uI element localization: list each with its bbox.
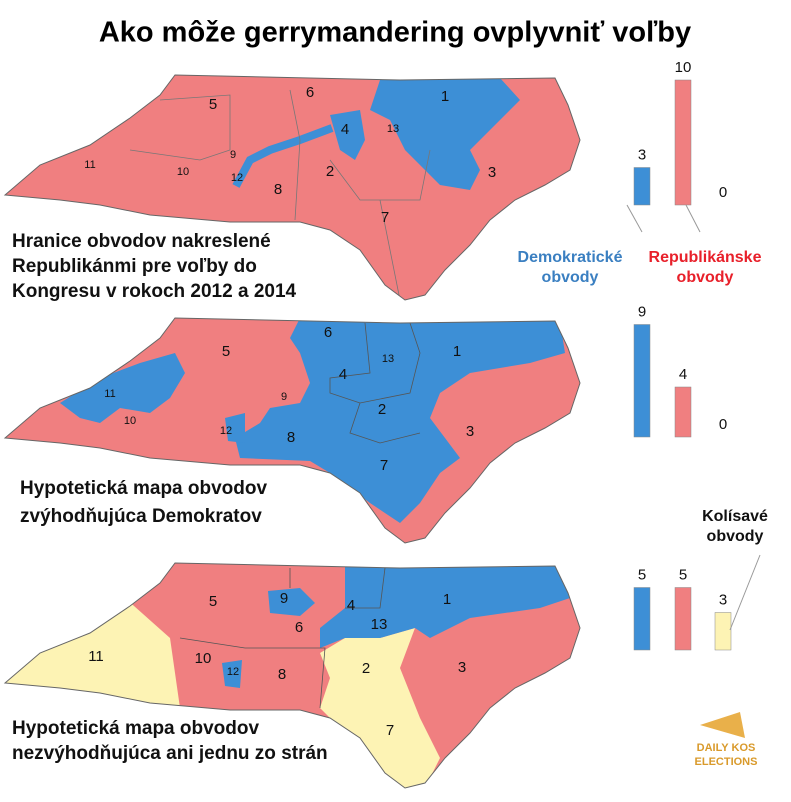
value-label: 3	[719, 591, 727, 608]
map-caption: Kongresu v rokoch 2012 a 2014	[12, 281, 297, 302]
district-label: 13	[387, 123, 399, 135]
district-label: 6	[324, 324, 332, 341]
district-label: 1	[443, 591, 451, 608]
value-label: 5	[679, 566, 687, 583]
district-label: 7	[386, 722, 394, 739]
value-label: 9	[638, 303, 646, 320]
value-label: 0	[719, 416, 727, 433]
value-label: 4	[679, 366, 687, 383]
district-label: 4	[341, 121, 349, 138]
category-label: obvody	[542, 269, 599, 286]
district-label: 5	[209, 96, 217, 113]
bar-chart: 3 Demokratické obvody 10 Republikánske obvody…	[518, 59, 762, 286]
district-label: 9	[281, 391, 287, 403]
bar	[633, 167, 651, 206]
district-label: 4	[339, 366, 347, 383]
district-label: 2	[326, 163, 334, 180]
district-label: 12	[220, 425, 232, 437]
district-label: 10	[195, 650, 212, 667]
district-label: 9	[230, 149, 236, 161]
leader-line	[685, 204, 701, 233]
bar	[633, 587, 651, 651]
district-label: 2	[362, 660, 370, 677]
value-label: 10	[675, 59, 692, 76]
district-label: 2	[378, 401, 386, 418]
district-label: 1	[441, 88, 449, 105]
district-label: 12	[231, 172, 243, 184]
district-label: 4	[347, 597, 355, 614]
category-label: Republikánske	[649, 249, 762, 266]
category-label: obvody	[707, 528, 764, 545]
map-caption: zvýhodňujúca Demokratov	[20, 506, 262, 527]
district-label: 13	[382, 353, 394, 365]
district-label: 13	[371, 616, 388, 633]
district-label: 10	[124, 415, 136, 427]
logo-text: DAILY KOS	[697, 742, 756, 754]
district-label: 9	[280, 590, 288, 607]
category-label: Demokratické	[518, 249, 623, 266]
district-label: 3	[488, 164, 496, 181]
title: Ako môže gerrymandering ovplyvniť voľby	[99, 17, 691, 49]
district-label: 5	[222, 343, 230, 360]
district-label: 6	[306, 84, 314, 101]
district-label: 10	[177, 166, 189, 178]
bar-chart: 9 4 0	[633, 303, 727, 438]
district-label: 11	[104, 388, 115, 400]
value-label: 3	[638, 146, 646, 163]
value-label: 5	[638, 566, 646, 583]
value-label: 0	[719, 184, 727, 201]
bar	[674, 79, 692, 206]
map-caption: nezvýhodňujúca ani jednu zo strán	[12, 743, 328, 764]
bar	[714, 612, 732, 651]
leader-line	[729, 554, 761, 631]
district-label: 8	[274, 181, 282, 198]
district-label: 3	[466, 423, 474, 440]
bar	[633, 324, 651, 438]
bar	[674, 587, 692, 651]
district-label: 7	[380, 457, 388, 474]
category-label: obvody	[677, 269, 734, 286]
category-label: Kolísavé	[702, 508, 768, 525]
district-label: 8	[287, 429, 295, 446]
logo-text: ELECTIONS	[695, 756, 758, 768]
district-label: 5	[209, 593, 217, 610]
logo: DAILY KOS ELECTIONS	[695, 712, 758, 768]
map-caption: Hranice obvodov nakreslené	[12, 231, 271, 252]
district-label: 7	[381, 209, 389, 226]
map-caption: Hypotetická mapa obvodov	[20, 478, 267, 499]
district-label: 1	[453, 343, 461, 360]
map-caption: Hypotetická mapa obvodov	[12, 718, 259, 739]
district-label: 3	[458, 659, 466, 676]
district-label: 11	[88, 648, 104, 665]
district-label: 12	[227, 666, 239, 678]
bar	[674, 386, 692, 438]
district-label: 6	[295, 619, 303, 636]
district-label: 11	[84, 159, 95, 171]
map-caption: Republikánmi pre voľby do	[12, 256, 257, 277]
district-label: 8	[278, 666, 286, 683]
bar-chart: 5 5 3 Kolísavé obvody	[633, 508, 768, 651]
leader-line	[626, 204, 643, 233]
